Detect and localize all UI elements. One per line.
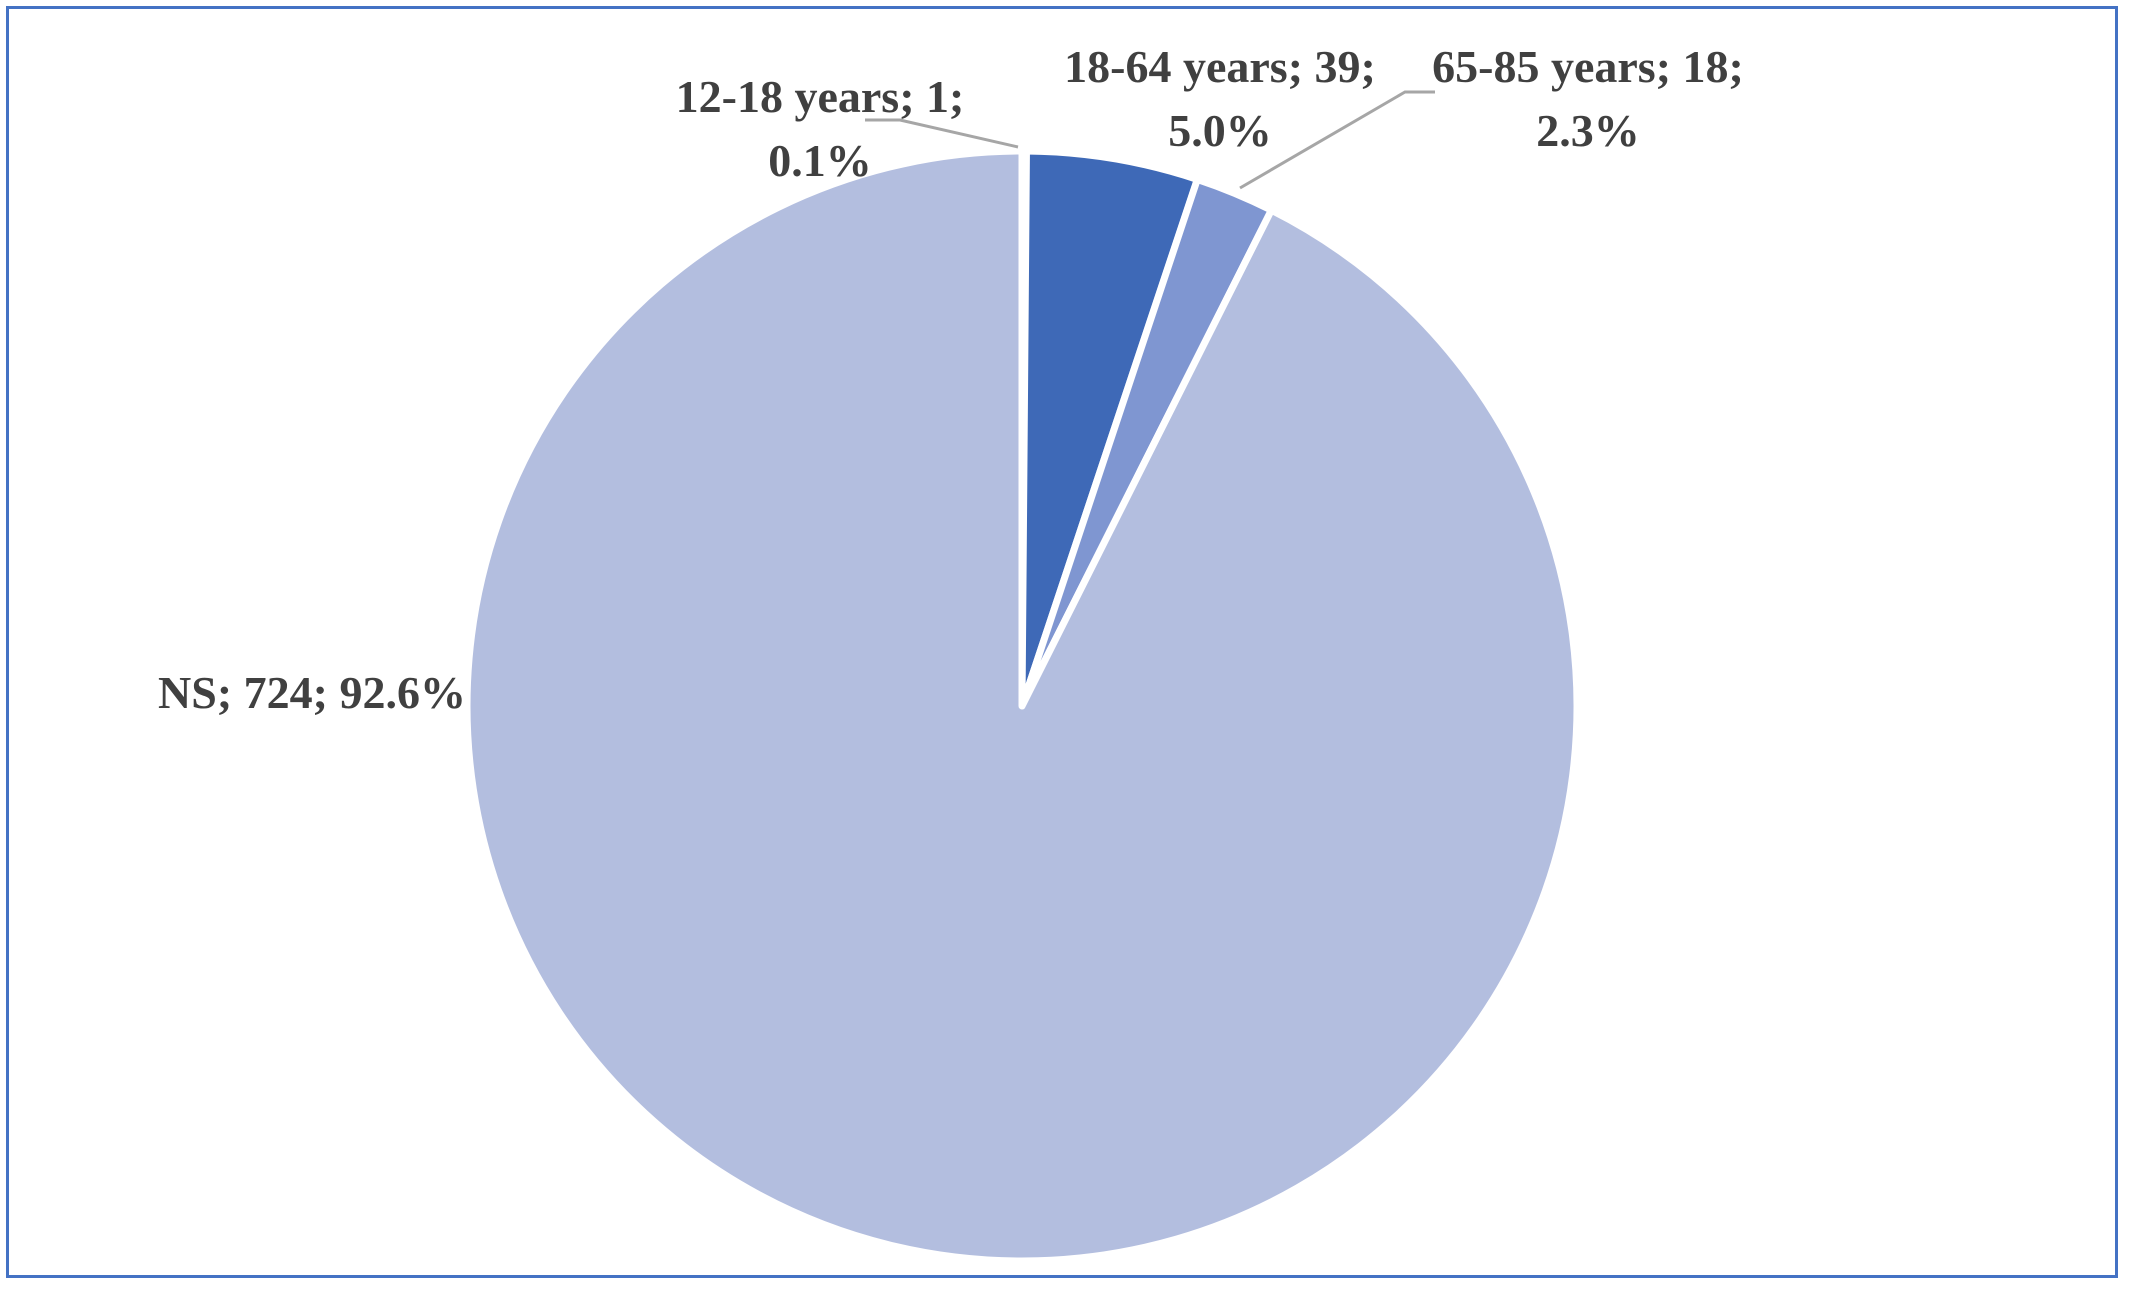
data-label-12-18-years: 12-18 years; 1; 0.1%: [676, 71, 965, 186]
data-label-ns: NS; 724; 92.6%: [158, 667, 466, 718]
data-label-18-64-years: 18-64 years; 39; 5.0%: [1064, 41, 1376, 156]
slice-labels: 12-18 years; 1; 0.1% 18-64 years; 39; 5.0% 6…: [158, 41, 1744, 718]
data-label-line: 12-18 years; 1;: [676, 71, 965, 122]
leader-line-12-18-years: [865, 118, 1019, 149]
data-label-line: 5.0%: [1168, 105, 1272, 156]
data-label-line: 2.3%: [1536, 105, 1640, 156]
data-label-line: 0.1%: [768, 135, 872, 186]
pie-slice-ns: [463, 147, 1581, 1265]
data-label-line: 18-64 years; 39;: [1064, 41, 1376, 92]
pie-slices: [463, 147, 1581, 1265]
data-label-65-85-years: 65-85 years; 18; 2.3%: [1432, 41, 1744, 156]
leader-lines: [865, 90, 1435, 190]
data-label-line: NS; 724; 92.6%: [158, 667, 466, 718]
leader-line-65-85-years: [1239, 90, 1435, 190]
data-label-line: 65-85 years; 18;: [1432, 41, 1744, 92]
